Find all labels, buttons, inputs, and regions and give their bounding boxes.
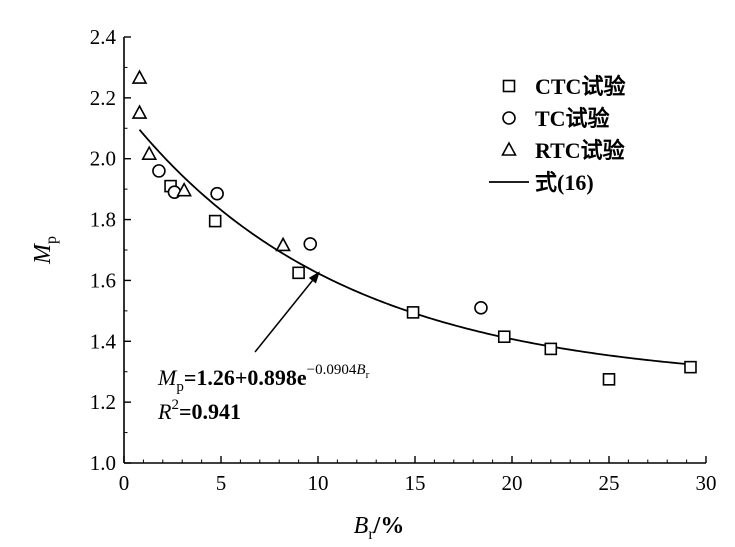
fit-curve: [138, 129, 691, 366]
x-tick-label: 20: [502, 471, 523, 495]
r2-main: R: [157, 399, 172, 424]
x-tick-label: 30: [696, 471, 717, 495]
fit-curve-line: [138, 129, 691, 366]
data-point-triangle: [141, 145, 158, 160]
eq-rhs: =1.26+0.898e: [184, 365, 307, 390]
legend-marker-circle: [502, 111, 516, 125]
y-tick-label: 1.4: [90, 329, 117, 353]
data-point-square: [292, 266, 305, 280]
r2-value: =0.941: [179, 399, 241, 424]
data-point-triangle: [176, 181, 192, 197]
data-point-triangle: [131, 104, 148, 119]
data-point-square: [406, 306, 420, 319]
data-point-square: [602, 373, 616, 386]
x-axis-label-sub: r: [368, 526, 374, 543]
data-point-triangle: [131, 69, 148, 84]
data-point-circle: [210, 186, 224, 201]
data-point-circle: [152, 164, 166, 178]
eq-exponent-var: B: [356, 362, 365, 378]
legend-marker-square: [502, 79, 516, 93]
data-point-square: [684, 360, 697, 374]
legend-label: RTC试验: [535, 138, 625, 163]
legend-label: TC试验: [535, 106, 610, 131]
legend-marker-triangle: [501, 141, 517, 156]
y-tick-label: 1.0: [90, 451, 116, 475]
x-axis-label-suffix: /%: [373, 513, 405, 539]
data-point-circle: [303, 237, 318, 251]
x-tick-label: 10: [308, 471, 329, 495]
y-axis-label-main: M: [30, 242, 56, 265]
fit-equation: Mp=1.26+0.898e−0.0904Br: [157, 362, 370, 395]
data-point-square: [544, 342, 558, 356]
data-point-triangle: [275, 236, 291, 252]
legend-label: CTC试验: [535, 74, 625, 99]
y-tick-label: 1.2: [90, 390, 116, 414]
y-tick-label: 2.0: [90, 147, 116, 171]
y-axis-label: Mp: [30, 236, 60, 265]
eq-lhs-main: M: [157, 365, 178, 390]
y-tick-label: 2.2: [90, 86, 116, 110]
data-points: [131, 69, 697, 386]
y-tick-label: 1.8: [90, 208, 116, 232]
y-axis-label-sub: p: [43, 236, 60, 244]
data-point-circle: [474, 301, 488, 315]
y-tick-label: 2.4: [90, 25, 117, 49]
x-tick-label: 15: [405, 471, 426, 495]
annotation-arrow: [254, 280, 314, 353]
eq-lhs-sub: p: [176, 379, 184, 395]
fit-annotation: Mp=1.26+0.898e−0.0904Br R2=0.941: [157, 271, 370, 424]
x-axis-ticks: 0 5 10 15 20 25 30: [119, 456, 717, 495]
data-point-square: [208, 214, 222, 228]
r2-sup: 2: [171, 397, 179, 413]
eq-exponent-var-sub: r: [366, 369, 370, 381]
x-tick-label: 25: [599, 471, 620, 495]
annotation-arrow-head: [308, 271, 320, 284]
y-axis-ticks: 1.0 1.2 1.4 1.6 1.8 2.0 2.2 2.4: [90, 25, 131, 475]
x-tick-label: 5: [216, 471, 227, 495]
r-squared: R2=0.941: [157, 397, 241, 424]
x-axis-label-main: B: [354, 513, 369, 539]
data-point-square: [497, 330, 511, 344]
y-tick-label: 1.6: [90, 268, 116, 292]
x-axis-label: Br/%: [354, 513, 405, 543]
legend-label: 式(16): [535, 170, 594, 195]
eq-exponent: −0.0904: [307, 362, 357, 378]
x-tick-label: 0: [119, 471, 130, 495]
